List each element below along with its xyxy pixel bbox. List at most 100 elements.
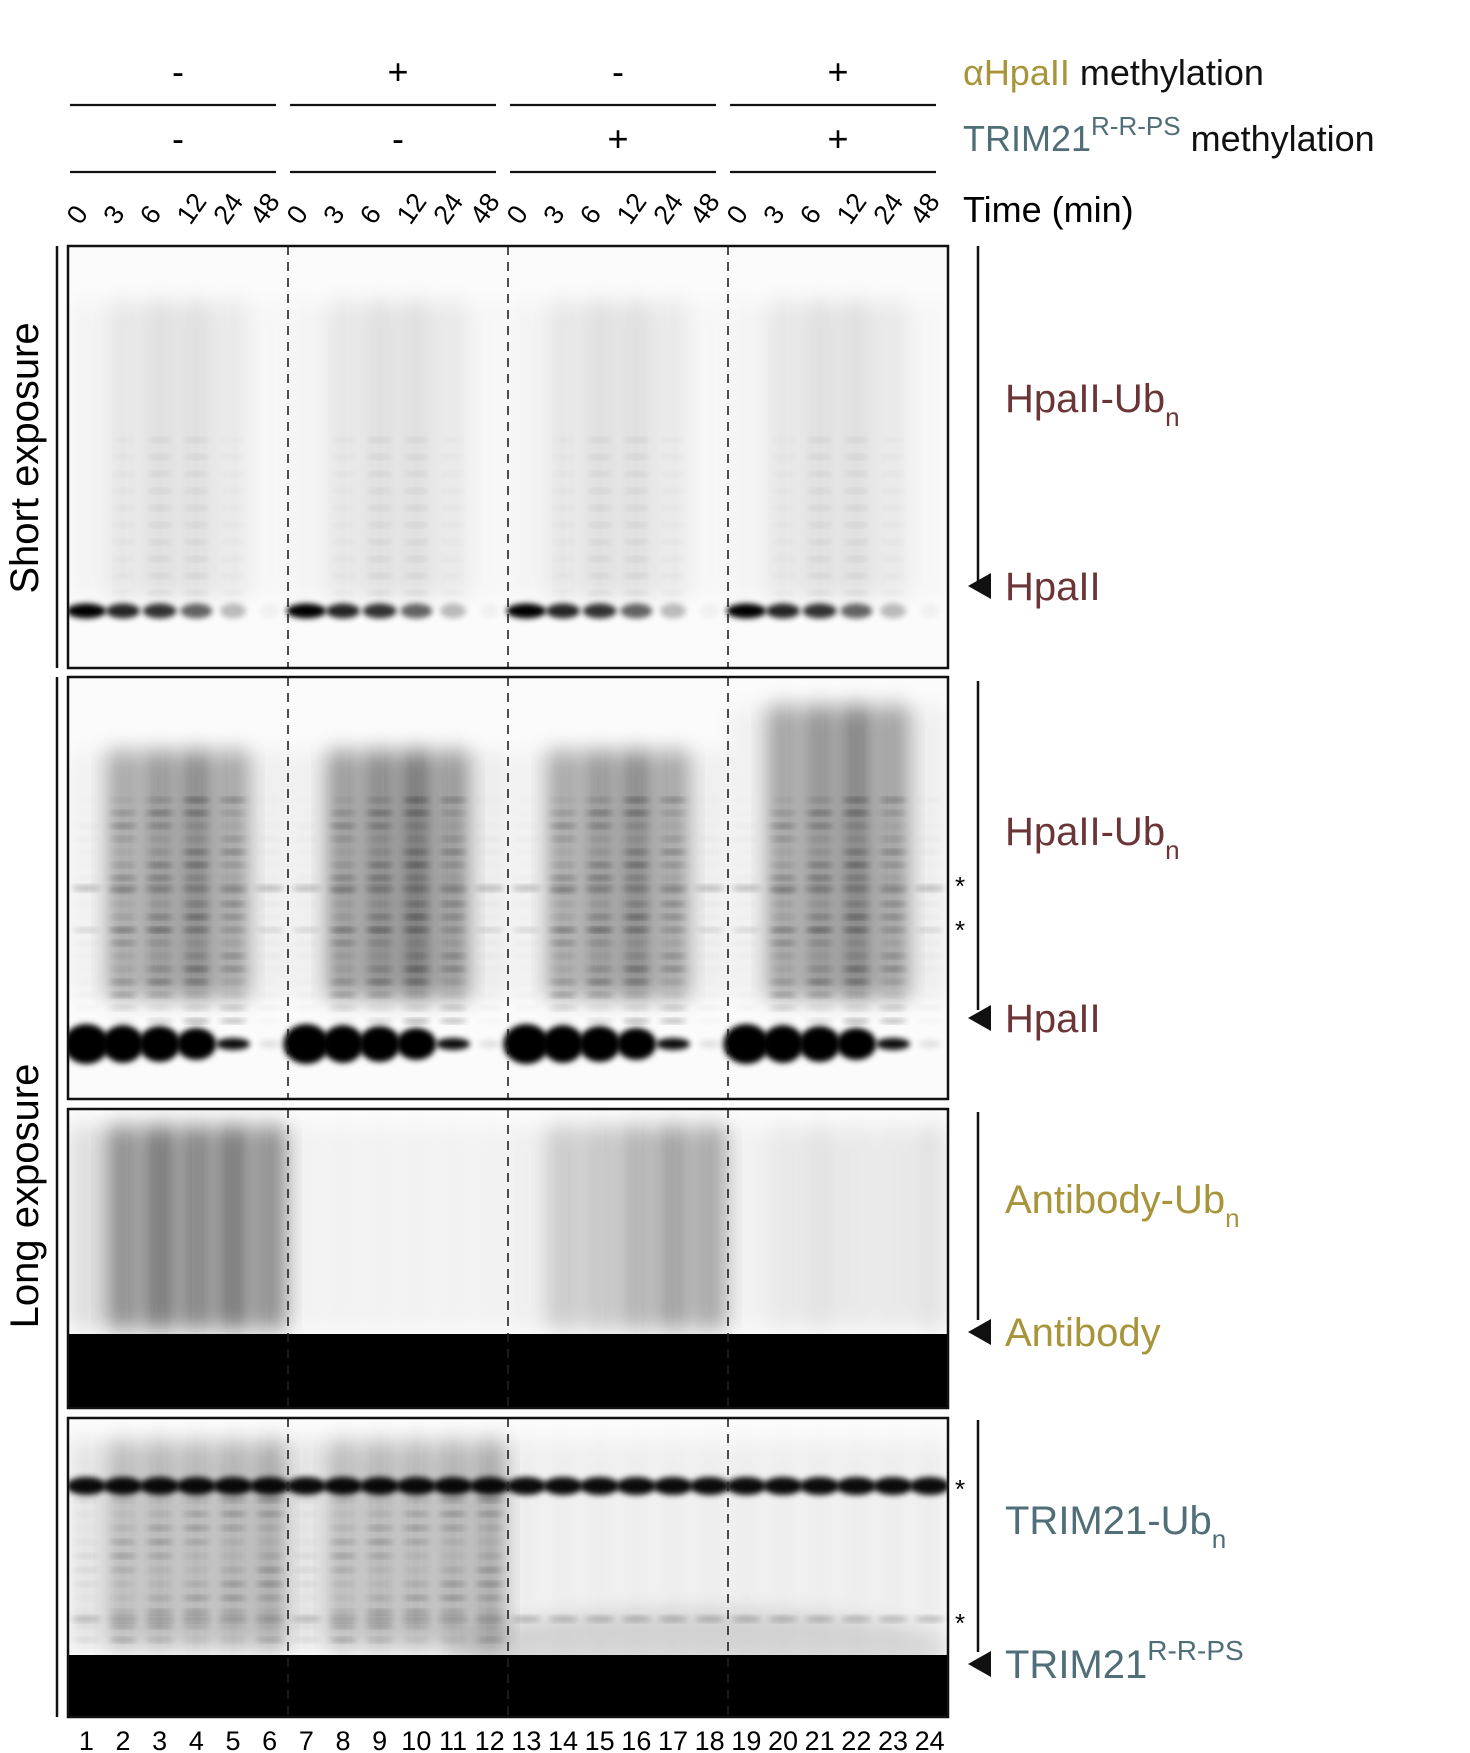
band-arrow-icon	[968, 1651, 991, 1677]
nonspecific-band-star: *	[955, 1474, 965, 1504]
row2-label: TRIM21R-R-PS methylation	[963, 111, 1375, 159]
time-label: Time (min)	[963, 189, 1134, 230]
band-labels-short-hpaii: HpaII-Ubn HpaII	[968, 246, 1180, 609]
methylation-row1-signs: - + - +	[172, 51, 849, 92]
band-arrow-icon	[968, 573, 991, 599]
time-point-label: 12	[611, 188, 653, 230]
time-point-label: 12	[391, 188, 433, 230]
row2-label-colored: TRIM21	[963, 118, 1091, 159]
time-point-label: 24	[867, 188, 909, 230]
time-point-label: 0	[501, 200, 534, 230]
band-label-lower: TRIM21R-R-PS	[1005, 1635, 1244, 1687]
lane-number: 6	[262, 1726, 277, 1753]
lane-number: 20	[768, 1726, 798, 1753]
lane-number: 5	[225, 1726, 240, 1753]
lane-number: 3	[152, 1726, 167, 1753]
time-point-label: 0	[61, 200, 94, 230]
lane-number: 11	[439, 1726, 467, 1753]
band-label-upper: TRIM21-Ubn	[1005, 1499, 1226, 1554]
row1-label: αHpaII methylation	[963, 52, 1264, 93]
band-labels-long-hpaii: HpaII-Ubn HpaII * *	[955, 681, 1180, 1041]
time-point-label: 12	[831, 188, 873, 230]
lane-number: 12	[475, 1726, 505, 1753]
lane-number: 14	[548, 1726, 578, 1753]
band-arrow-icon	[968, 1319, 991, 1345]
row2-label-rest: methylation	[1181, 118, 1375, 159]
row1-sign: -	[172, 51, 184, 92]
time-point-label: 3	[537, 200, 570, 230]
long-exposure-label: Long exposure	[3, 1064, 47, 1329]
nonspecific-band-star: *	[955, 871, 965, 901]
time-point-label: 12	[171, 188, 213, 230]
exposure-labels: Short exposure Long exposure	[3, 246, 59, 1717]
lane-number: 18	[695, 1726, 725, 1753]
time-point-label: 3	[757, 200, 790, 230]
methylation-row2-signs: - - + +	[172, 118, 849, 159]
row2-sign: +	[607, 118, 628, 159]
row1-sign: +	[387, 51, 408, 92]
band-label-upper: HpaII-Ubn	[1005, 377, 1180, 432]
time-point-label: 48	[244, 188, 286, 230]
lane-number: 2	[115, 1726, 130, 1753]
lane-number: 15	[585, 1726, 615, 1753]
row1-sign: -	[612, 51, 624, 92]
lane-number: 9	[372, 1726, 387, 1753]
row1-label-colored: αHpaII	[963, 52, 1070, 93]
row2-label-superscript: R-R-PS	[1091, 111, 1181, 141]
lane-number: 22	[841, 1726, 871, 1753]
time-point-label: 0	[281, 200, 314, 230]
lane-number: 8	[335, 1726, 350, 1753]
row2-sign: -	[172, 118, 184, 159]
lane-numbers: 1 2 3 4 5 6 7 8 9 10 11 12 13 14 15 16 17 18 19 20 21 22 23 24	[79, 1726, 945, 1753]
band-labels: HpaII-Ubn HpaII HpaII-Ubn HpaII * * Antibody-U…	[955, 246, 1244, 1687]
lane-number: 10	[401, 1726, 431, 1753]
blot-panels	[66, 244, 950, 1719]
time-point-label: 3	[97, 200, 130, 230]
band-label-upper: HpaII-Ubn	[1005, 810, 1180, 865]
lane-number: 1	[79, 1726, 94, 1753]
lane-number: 16	[621, 1726, 651, 1753]
lane-number: 17	[658, 1726, 688, 1753]
nonspecific-band-star: *	[955, 1608, 965, 1638]
time-point-label: 48	[684, 188, 726, 230]
time-point-label: 48	[464, 188, 506, 230]
lane-number: 4	[189, 1726, 204, 1753]
blot-panel-long-antibody	[66, 1107, 950, 1410]
header-divider-lines	[70, 103, 936, 174]
time-point-label: 24	[207, 188, 249, 230]
lane-number: 19	[731, 1726, 761, 1753]
short-exposure-label: Short exposure	[3, 322, 47, 593]
lane-number: 23	[878, 1726, 908, 1753]
row1-label-rest: methylation	[1070, 52, 1264, 93]
lane-number: 13	[511, 1726, 541, 1753]
band-label-lower: HpaII	[1005, 565, 1101, 609]
lane-number: 24	[915, 1726, 945, 1753]
time-point-label: 6	[134, 200, 167, 230]
time-point-label: 24	[427, 188, 469, 230]
band-label-lower: HpaII	[1005, 997, 1101, 1041]
condition-header: - + - + - - + + αHpaII methylation TRIM21R-R-P…	[61, 51, 1375, 230]
time-point-label: 6	[354, 200, 387, 230]
band-label-upper: Antibody-Ubn	[1005, 1178, 1240, 1233]
time-point-label: 48	[904, 188, 946, 230]
row1-sign: +	[827, 51, 848, 92]
blot-panel-long-hpaii	[66, 675, 950, 1101]
band-label-lower: Antibody	[1005, 1311, 1161, 1355]
time-point-label: 3	[317, 200, 350, 230]
row2-sign: -	[392, 118, 404, 159]
band-arrow-icon	[968, 1005, 991, 1031]
blot-panel-long-trim21	[66, 1416, 950, 1719]
time-point-label: 0	[721, 200, 754, 230]
band-labels-long-antibody: Antibody-Ubn Antibody	[968, 1112, 1240, 1355]
band-labels-long-trim21: TRIM21-Ubn TRIM21R-R-PS * *	[955, 1420, 1244, 1687]
time-point-label: 6	[794, 200, 827, 230]
lane-number: 7	[299, 1726, 314, 1753]
lane-number: 21	[805, 1726, 835, 1753]
blot-panel-short-hpaii	[66, 244, 950, 670]
row2-sign: +	[827, 118, 848, 159]
nonspecific-band-star: *	[955, 915, 965, 945]
time-point-label: 6	[574, 200, 607, 230]
time-point-label: 24	[647, 188, 689, 230]
